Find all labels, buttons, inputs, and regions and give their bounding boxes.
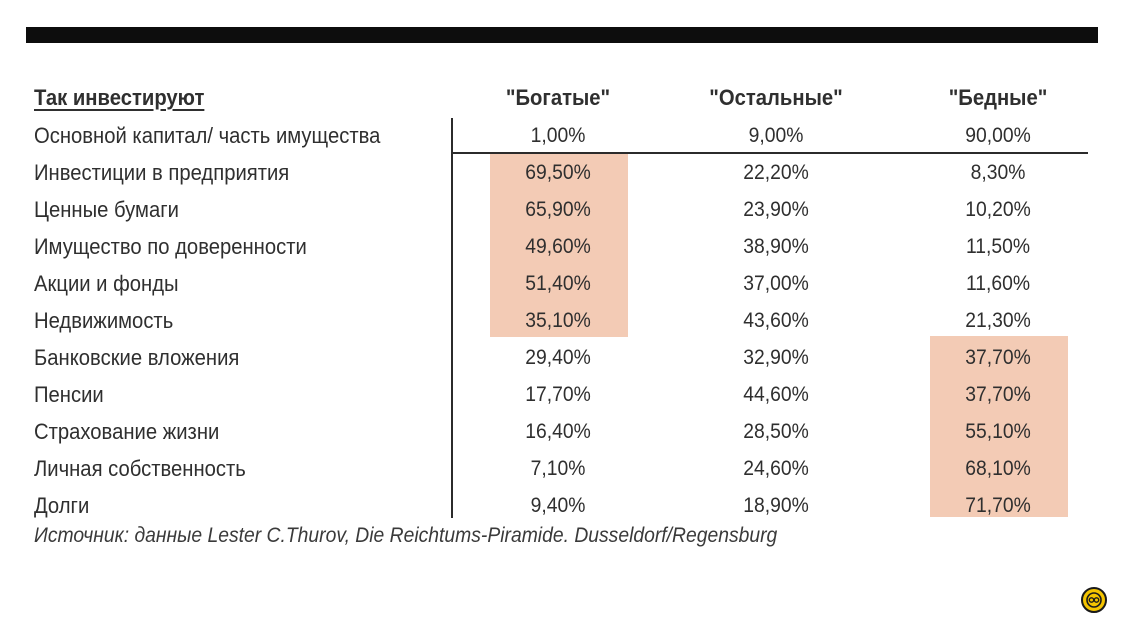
highlight-poor-block [930, 336, 1068, 517]
header-poor: "Бедные" [948, 85, 1048, 110]
cell-poor: 21,30% [965, 308, 1031, 332]
highlight-rich-block [490, 153, 628, 337]
cell-others: 9,00% [748, 124, 804, 147]
cell-rich: 17,70% [525, 382, 591, 406]
cell-others: 23,90% [743, 197, 809, 221]
cell-rich: 65,90% [525, 197, 591, 221]
row-label: Основной капитал/ часть имущества [34, 123, 381, 148]
watermark-logo-icon [1081, 587, 1107, 613]
cell-rich: 49,60% [525, 234, 591, 258]
capital-share-row: Основной капитал/ часть имущества 1,00% … [34, 118, 1098, 154]
cell-others: 37,00% [743, 271, 809, 295]
cell-others: 43,60% [743, 308, 809, 332]
table-row: Ценные бумаги 65,90% 23,90% 10,20% [34, 191, 1098, 228]
table-row: Долги 9,40% 18,90% 71,70% [34, 487, 1098, 524]
row-label: Акции и фонды [34, 270, 179, 296]
top-rule-bar [26, 27, 1098, 43]
cell-poor: 11,60% [965, 271, 1031, 295]
source-note: Источник: данные Lester C.Thurov, Die Re… [34, 524, 778, 547]
table-row: Страхование жизни 16,40% 28,50% 55,10% [34, 413, 1098, 450]
cell-rich: 69,50% [525, 160, 591, 184]
row-label: Ценные бумаги [34, 196, 179, 222]
table-header-row: Так инвестируют "Богатые" "Остальные" "Б… [34, 78, 1098, 118]
cell-poor: 8,30% [970, 160, 1026, 184]
row-label: Страхование жизни [34, 418, 220, 444]
cell-others: 24,60% [743, 456, 809, 480]
table-row: Личная собственность 7,10% 24,60% 68,10% [34, 450, 1098, 487]
cell-rich: 1,00% [530, 124, 586, 147]
cell-rich: 29,40% [525, 345, 591, 369]
cell-poor: 90,00% [965, 124, 1031, 147]
table-body: Инвестиции в предприятия 69,50% 22,20% 8,30… [34, 154, 1098, 524]
table-vertical-divider [451, 118, 453, 518]
header-others: "Остальные" [709, 85, 843, 110]
table-row: Пенсии 17,70% 44,60% 37,70% [34, 376, 1098, 413]
cell-rich: 9,40% [530, 493, 586, 517]
cell-poor: 71,70% [965, 493, 1031, 517]
cell-rich: 7,10% [530, 456, 586, 480]
row-label: Имущество по доверенности [34, 233, 307, 259]
cell-others: 32,90% [743, 345, 809, 369]
cell-poor: 55,10% [965, 419, 1031, 443]
row-label: Недвижимость [34, 307, 174, 333]
table-row: Имущество по доверенности 49,60% 38,90% 11,… [34, 228, 1098, 265]
cell-others: 18,90% [743, 493, 809, 517]
investment-table: Так инвестируют "Богатые" "Остальные" "Б… [34, 78, 1098, 524]
row-label: Личная собственность [34, 455, 246, 481]
cell-others: 44,60% [743, 382, 809, 406]
cell-poor: 10,20% [965, 197, 1031, 221]
header-rich: "Богатые" [505, 85, 611, 110]
table-row: Недвижимость 35,10% 43,60% 21,30% [34, 302, 1098, 339]
cell-others: 38,90% [743, 234, 809, 258]
cell-others: 22,20% [743, 160, 809, 184]
cell-poor: 68,10% [965, 456, 1031, 480]
row-label: Банковские вложения [34, 344, 240, 370]
table-horizontal-divider [451, 152, 1088, 154]
row-label: Инвестиции в предприятия [34, 159, 290, 185]
cell-poor: 37,70% [965, 345, 1031, 369]
cell-others: 28,50% [743, 419, 809, 443]
cell-rich: 51,40% [525, 271, 591, 295]
cell-rich: 16,40% [525, 419, 591, 443]
table-row: Акции и фонды 51,40% 37,00% 11,60% [34, 265, 1098, 302]
table-row: Банковские вложения 29,40% 32,90% 37,70% [34, 339, 1098, 376]
row-label: Долги [34, 492, 90, 518]
table-title: Так инвестируют [34, 85, 205, 110]
row-label: Пенсии [34, 381, 104, 407]
cell-poor: 37,70% [965, 382, 1031, 406]
table-row: Инвестиции в предприятия 69,50% 22,20% 8,30… [34, 154, 1098, 191]
cell-poor: 11,50% [965, 234, 1031, 258]
cell-rich: 35,10% [525, 308, 591, 332]
